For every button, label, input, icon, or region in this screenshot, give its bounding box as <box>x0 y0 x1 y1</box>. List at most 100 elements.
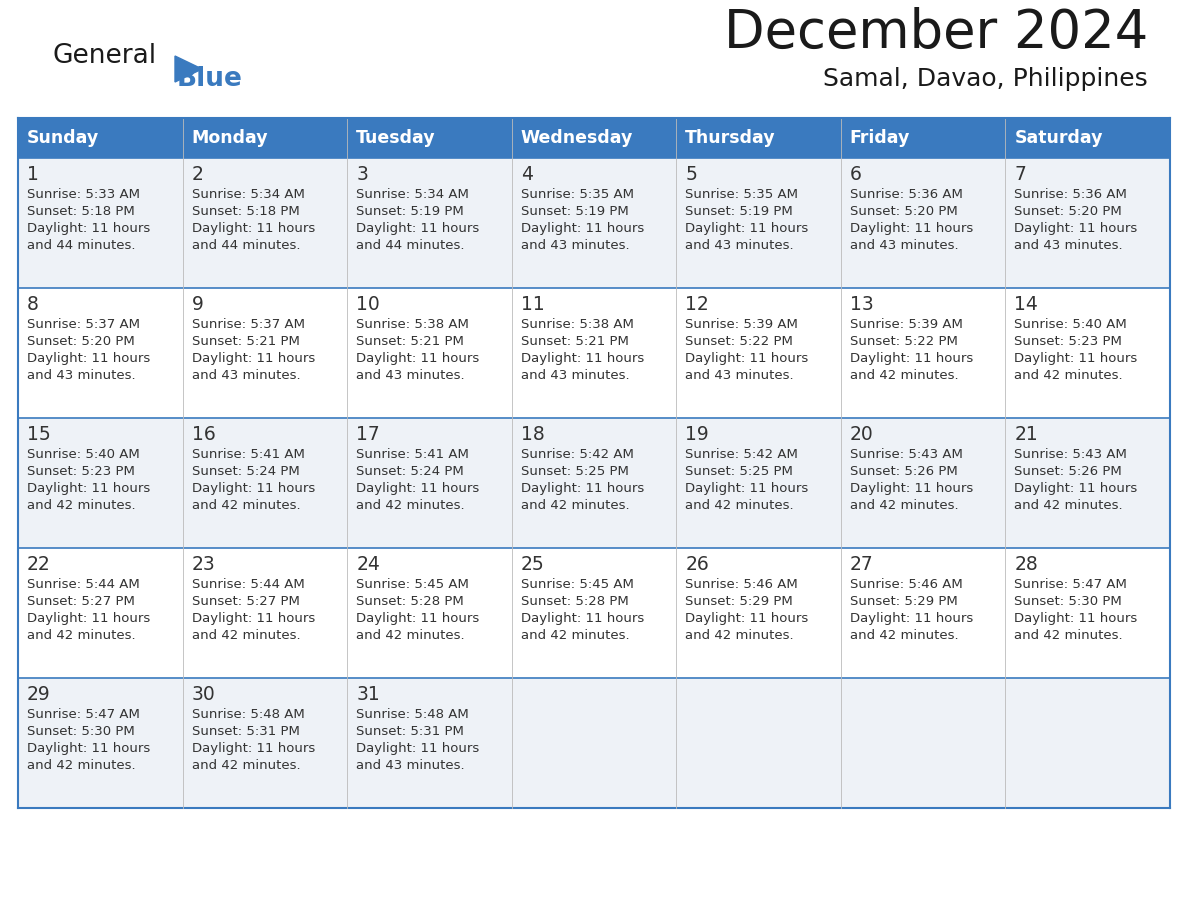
Text: and 42 minutes.: and 42 minutes. <box>685 499 794 512</box>
Text: Sunrise: 5:42 AM: Sunrise: 5:42 AM <box>685 448 798 461</box>
Bar <box>347 158 512 288</box>
Text: Daylight: 11 hours: Daylight: 11 hours <box>27 222 150 235</box>
Bar <box>512 678 676 808</box>
Bar <box>18 418 183 548</box>
Text: December 2024: December 2024 <box>723 7 1148 59</box>
Text: 27: 27 <box>849 555 873 574</box>
Text: Sunrise: 5:35 AM: Sunrise: 5:35 AM <box>520 188 633 201</box>
Text: 13: 13 <box>849 295 873 314</box>
Text: and 43 minutes.: and 43 minutes. <box>1015 239 1123 252</box>
Text: Tuesday: Tuesday <box>356 129 436 147</box>
Text: Monday: Monday <box>191 129 268 147</box>
Text: Daylight: 11 hours: Daylight: 11 hours <box>520 352 644 365</box>
Text: Sunrise: 5:34 AM: Sunrise: 5:34 AM <box>191 188 304 201</box>
Text: Sunset: 5:26 PM: Sunset: 5:26 PM <box>1015 465 1123 478</box>
Text: Daylight: 11 hours: Daylight: 11 hours <box>1015 352 1138 365</box>
Bar <box>841 418 1005 548</box>
Text: Sunset: 5:21 PM: Sunset: 5:21 PM <box>520 335 628 348</box>
Text: Thursday: Thursday <box>685 129 776 147</box>
Text: Daylight: 11 hours: Daylight: 11 hours <box>1015 222 1138 235</box>
Text: Sunset: 5:21 PM: Sunset: 5:21 PM <box>356 335 465 348</box>
Text: 18: 18 <box>520 425 544 444</box>
Text: and 42 minutes.: and 42 minutes. <box>849 629 959 642</box>
Text: Daylight: 11 hours: Daylight: 11 hours <box>191 222 315 235</box>
Text: Daylight: 11 hours: Daylight: 11 hours <box>191 352 315 365</box>
Text: 16: 16 <box>191 425 215 444</box>
Bar <box>512 118 676 158</box>
Text: Sunrise: 5:36 AM: Sunrise: 5:36 AM <box>849 188 962 201</box>
Text: 4: 4 <box>520 165 532 184</box>
Bar <box>1005 118 1170 158</box>
Text: 20: 20 <box>849 425 873 444</box>
Text: Sunset: 5:25 PM: Sunset: 5:25 PM <box>520 465 628 478</box>
Bar <box>512 288 676 418</box>
Bar <box>183 548 347 678</box>
Text: Sunset: 5:31 PM: Sunset: 5:31 PM <box>191 725 299 738</box>
Text: and 43 minutes.: and 43 minutes. <box>27 369 135 382</box>
Text: and 44 minutes.: and 44 minutes. <box>27 239 135 252</box>
Text: 11: 11 <box>520 295 544 314</box>
Text: 21: 21 <box>1015 425 1038 444</box>
Text: Daylight: 11 hours: Daylight: 11 hours <box>520 612 644 625</box>
Text: Sunset: 5:29 PM: Sunset: 5:29 PM <box>685 595 794 608</box>
Text: Daylight: 11 hours: Daylight: 11 hours <box>1015 482 1138 495</box>
Text: and 43 minutes.: and 43 minutes. <box>520 369 630 382</box>
Text: Sunset: 5:30 PM: Sunset: 5:30 PM <box>1015 595 1123 608</box>
Text: Sunset: 5:20 PM: Sunset: 5:20 PM <box>849 205 958 218</box>
Polygon shape <box>175 56 202 82</box>
Text: Sunset: 5:29 PM: Sunset: 5:29 PM <box>849 595 958 608</box>
Text: Sunset: 5:19 PM: Sunset: 5:19 PM <box>520 205 628 218</box>
Bar <box>512 158 676 288</box>
Bar <box>183 678 347 808</box>
Text: Sunrise: 5:36 AM: Sunrise: 5:36 AM <box>1015 188 1127 201</box>
Text: Sunset: 5:31 PM: Sunset: 5:31 PM <box>356 725 465 738</box>
Text: and 43 minutes.: and 43 minutes. <box>520 239 630 252</box>
Text: Sunset: 5:27 PM: Sunset: 5:27 PM <box>191 595 299 608</box>
Text: Sunset: 5:21 PM: Sunset: 5:21 PM <box>191 335 299 348</box>
Text: 12: 12 <box>685 295 709 314</box>
Text: 7: 7 <box>1015 165 1026 184</box>
Text: Sunset: 5:26 PM: Sunset: 5:26 PM <box>849 465 958 478</box>
Bar <box>841 678 1005 808</box>
Text: Sunrise: 5:39 AM: Sunrise: 5:39 AM <box>849 318 962 331</box>
Text: Daylight: 11 hours: Daylight: 11 hours <box>191 742 315 755</box>
Text: Friday: Friday <box>849 129 910 147</box>
Text: Sunrise: 5:39 AM: Sunrise: 5:39 AM <box>685 318 798 331</box>
Text: Sunset: 5:19 PM: Sunset: 5:19 PM <box>685 205 794 218</box>
Bar <box>841 158 1005 288</box>
Text: Sunset: 5:24 PM: Sunset: 5:24 PM <box>356 465 463 478</box>
Text: Sunrise: 5:47 AM: Sunrise: 5:47 AM <box>27 708 140 721</box>
Text: Sunset: 5:22 PM: Sunset: 5:22 PM <box>685 335 794 348</box>
Text: Sunset: 5:28 PM: Sunset: 5:28 PM <box>356 595 463 608</box>
Text: Sunrise: 5:40 AM: Sunrise: 5:40 AM <box>27 448 140 461</box>
Text: Sunset: 5:28 PM: Sunset: 5:28 PM <box>520 595 628 608</box>
Text: Daylight: 11 hours: Daylight: 11 hours <box>520 482 644 495</box>
Text: Daylight: 11 hours: Daylight: 11 hours <box>356 352 480 365</box>
Text: Sunrise: 5:48 AM: Sunrise: 5:48 AM <box>356 708 469 721</box>
Text: and 43 minutes.: and 43 minutes. <box>685 369 794 382</box>
Text: Sunrise: 5:33 AM: Sunrise: 5:33 AM <box>27 188 140 201</box>
Text: Sunrise: 5:44 AM: Sunrise: 5:44 AM <box>27 578 140 591</box>
Text: 3: 3 <box>356 165 368 184</box>
Text: and 42 minutes.: and 42 minutes. <box>191 629 301 642</box>
Text: 26: 26 <box>685 555 709 574</box>
Text: Samal, Davao, Philippines: Samal, Davao, Philippines <box>823 67 1148 91</box>
Bar <box>676 548 841 678</box>
Text: 6: 6 <box>849 165 861 184</box>
Text: 29: 29 <box>27 685 51 704</box>
Text: 31: 31 <box>356 685 380 704</box>
Text: and 42 minutes.: and 42 minutes. <box>27 629 135 642</box>
Text: Sunrise: 5:46 AM: Sunrise: 5:46 AM <box>685 578 798 591</box>
Text: Sunset: 5:23 PM: Sunset: 5:23 PM <box>1015 335 1123 348</box>
Text: Sunrise: 5:43 AM: Sunrise: 5:43 AM <box>1015 448 1127 461</box>
Text: Sunrise: 5:46 AM: Sunrise: 5:46 AM <box>849 578 962 591</box>
Bar <box>512 548 676 678</box>
Text: Sunset: 5:20 PM: Sunset: 5:20 PM <box>1015 205 1123 218</box>
Text: Daylight: 11 hours: Daylight: 11 hours <box>27 742 150 755</box>
Text: 9: 9 <box>191 295 203 314</box>
Text: and 42 minutes.: and 42 minutes. <box>27 499 135 512</box>
Text: Sunrise: 5:48 AM: Sunrise: 5:48 AM <box>191 708 304 721</box>
Text: Sunset: 5:27 PM: Sunset: 5:27 PM <box>27 595 135 608</box>
Text: Sunset: 5:18 PM: Sunset: 5:18 PM <box>27 205 134 218</box>
Text: and 42 minutes.: and 42 minutes. <box>849 499 959 512</box>
